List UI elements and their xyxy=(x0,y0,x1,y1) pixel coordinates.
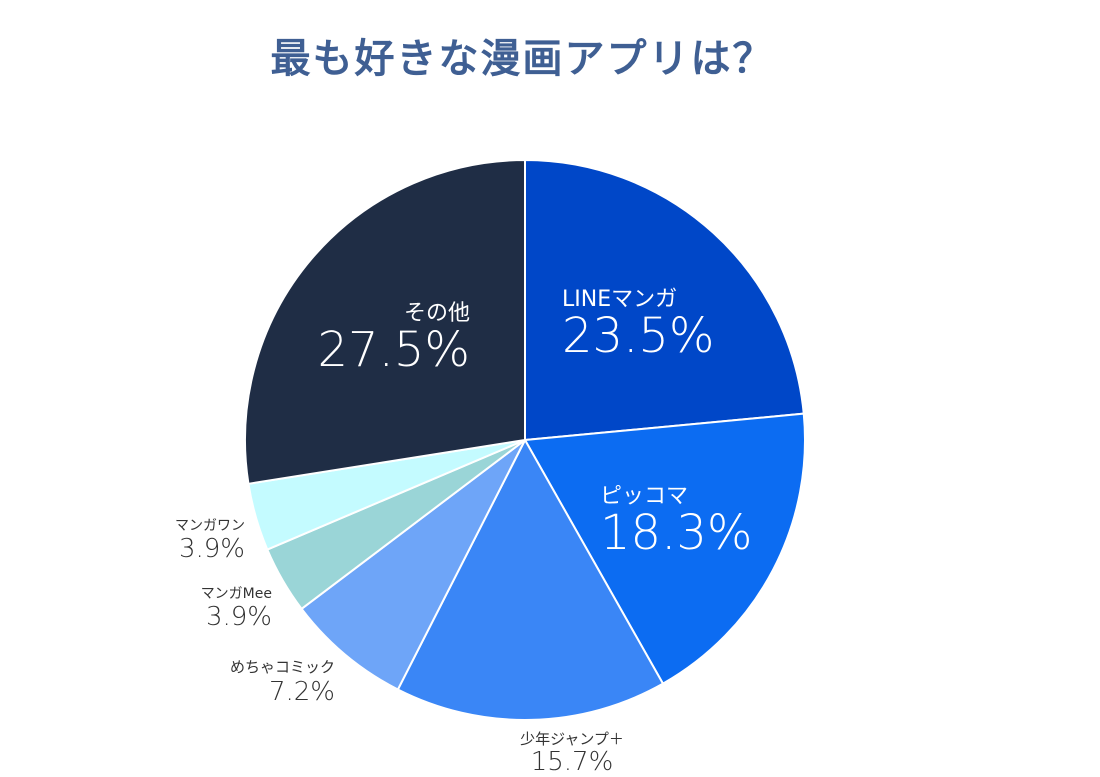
slice-label-name-4: めちゃコミック xyxy=(230,658,335,676)
slice-label-value-4: 7.2% xyxy=(269,677,335,707)
pie-slice-3 xyxy=(396,437,665,721)
chart-title: 最も好きな漫画アプリは？ xyxy=(270,36,775,82)
pie-slice-4 xyxy=(300,439,526,691)
pie-slice-7 xyxy=(244,158,526,485)
slice-label-name-7: その他 xyxy=(404,301,470,326)
slice-label-value-7: 27.5% xyxy=(318,322,470,378)
pie-slice-2 xyxy=(523,412,806,686)
slice-label-value-2: 18.3% xyxy=(600,505,752,561)
slice-label-value-3: 15.7% xyxy=(531,747,614,777)
slice-label-value-1: 23.5% xyxy=(562,308,714,364)
slice-label-name-2: ピッコマ xyxy=(600,484,688,509)
slice-label-name-5: マンガMee xyxy=(201,586,272,602)
slice-label-value-5: 3.9% xyxy=(206,602,272,632)
slice-label-name-6: マンガワン xyxy=(175,518,245,534)
slice-label-name-3: 少年ジャンプ＋ xyxy=(520,730,624,748)
pie-slices xyxy=(244,158,806,721)
slice-label-value-6: 3.9% xyxy=(179,534,245,564)
pie-slice-1 xyxy=(524,158,805,442)
slice-label-name-1: LINEマンガ xyxy=(562,287,677,312)
